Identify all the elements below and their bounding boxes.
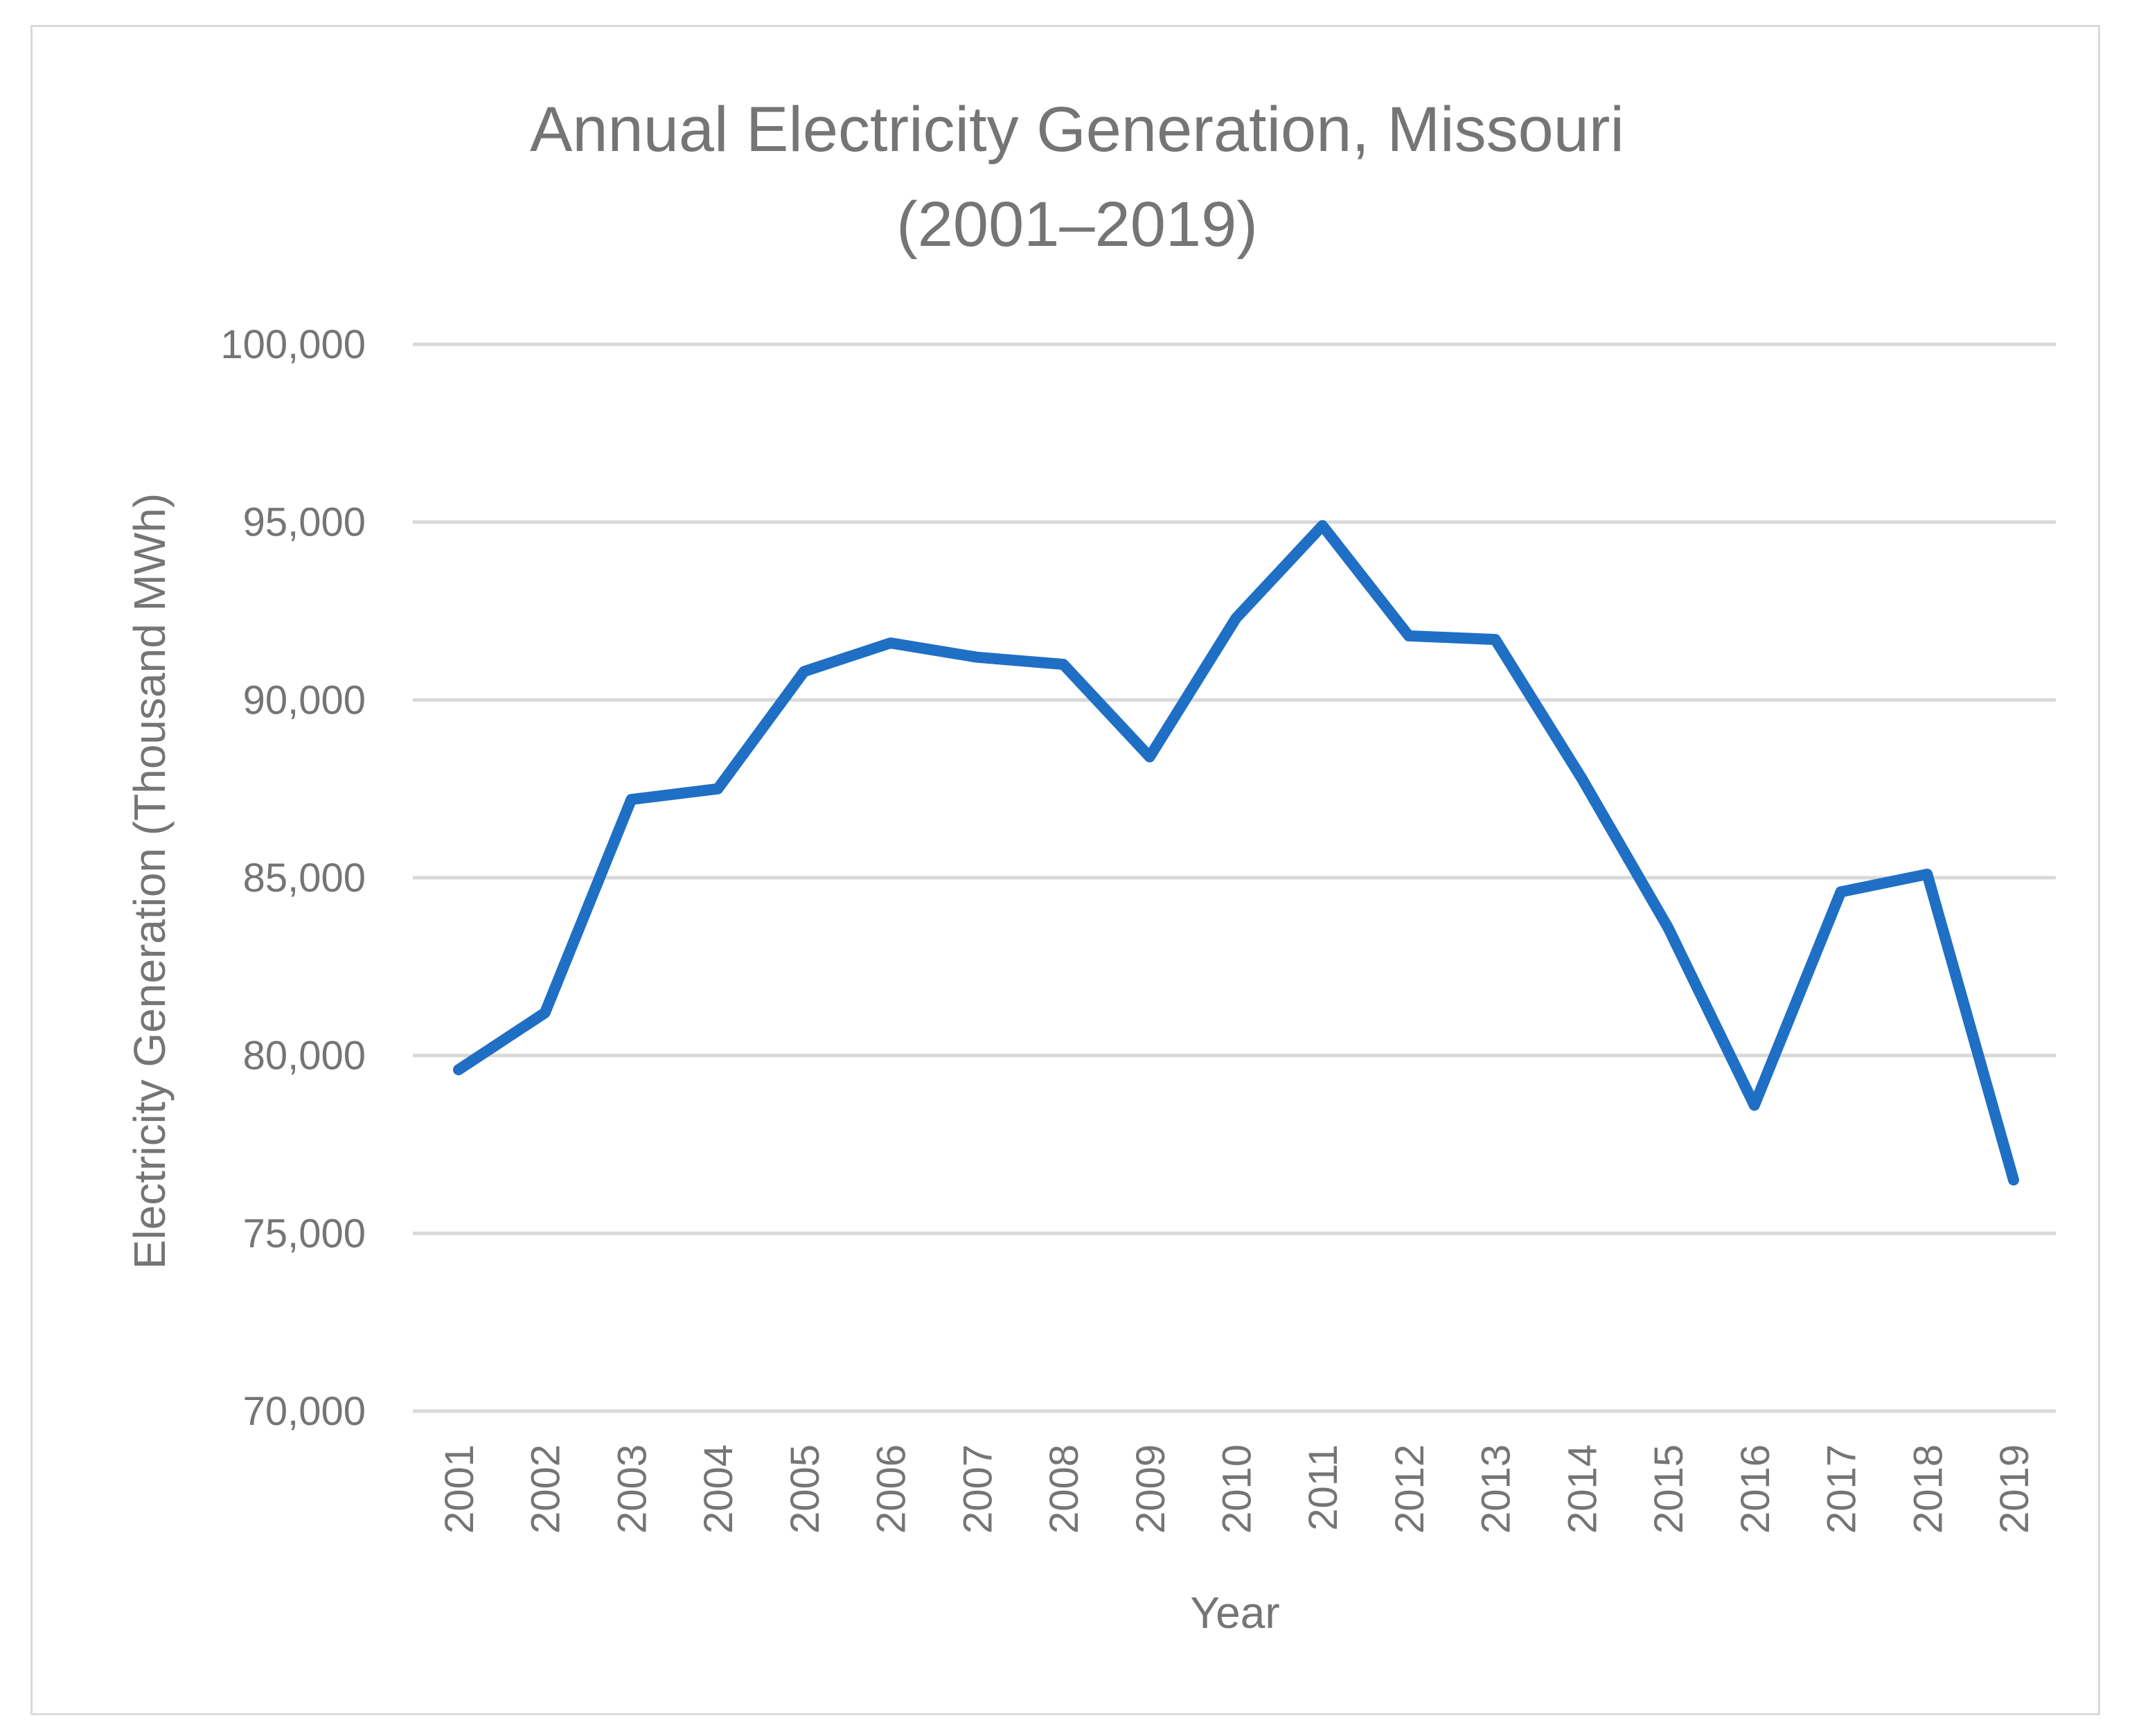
data-point xyxy=(717,788,719,790)
x-tick-label: 2012 xyxy=(1387,1444,1432,1534)
x-tick-label: 2011 xyxy=(1301,1444,1346,1531)
x-tick-label: 2010 xyxy=(1215,1444,1260,1534)
data-point xyxy=(1753,1104,1755,1106)
chart-title: Annual Electricity Generation, Missouri xyxy=(530,94,1624,165)
data-point xyxy=(1840,891,1842,893)
x-tick-label: 2002 xyxy=(524,1444,569,1534)
x-tick-label: 2016 xyxy=(1733,1444,1778,1534)
data-point xyxy=(1926,873,1928,875)
data-point xyxy=(630,799,632,801)
data-point xyxy=(1235,617,1237,619)
data-point xyxy=(1407,635,1410,637)
series-line xyxy=(453,520,2019,1186)
x-tick-label: 2003 xyxy=(610,1444,655,1534)
y-tick-label: 100,000 xyxy=(220,322,366,367)
data-point xyxy=(1667,926,1669,928)
data-point xyxy=(976,656,978,658)
data-point xyxy=(889,642,891,644)
x-tick-label: 2019 xyxy=(1992,1444,2037,1534)
gridlines xyxy=(413,342,2056,1413)
y-tick-label: 90,000 xyxy=(243,677,366,723)
data-point xyxy=(803,671,805,673)
data-point xyxy=(2013,1179,2014,1181)
data-point xyxy=(1063,664,1065,665)
x-tick-label: 2018 xyxy=(1905,1444,1951,1534)
data-point xyxy=(1581,777,1583,779)
y-axis-ticks: 70,000 75,000 80,000 85,000 90,000 95,000 100,… xyxy=(220,322,366,1434)
data-point xyxy=(1148,756,1151,758)
x-tick-label: 2015 xyxy=(1646,1444,1691,1534)
x-tick-label: 2001 xyxy=(437,1444,482,1534)
data-point xyxy=(1322,524,1324,526)
y-tick-label: 70,000 xyxy=(243,1389,366,1434)
y-tick-label: 95,000 xyxy=(243,500,366,545)
x-tick-label: 2014 xyxy=(1560,1444,1605,1534)
data-point xyxy=(1494,639,1496,641)
x-tick-label: 2017 xyxy=(1820,1444,1865,1534)
x-tick-label: 2009 xyxy=(1128,1444,1173,1534)
x-axis-title: Year xyxy=(1190,1588,1279,1638)
x-tick-label: 2008 xyxy=(1042,1444,1087,1534)
series-group xyxy=(453,520,2019,1186)
data-point xyxy=(458,1069,459,1071)
x-tick-label: 2004 xyxy=(696,1444,741,1534)
y-axis-title: Electricity Generation (Thousand MWh) xyxy=(125,493,175,1269)
x-tick-label: 2013 xyxy=(1474,1444,1519,1534)
x-axis-ticks: 2001 2002 2003 2004 2005 2006 2007 2008 2009 2010… xyxy=(437,1444,2037,1534)
y-tick-label: 75,000 xyxy=(243,1211,366,1256)
x-tick-label: 2005 xyxy=(783,1444,828,1534)
data-point xyxy=(544,1012,546,1014)
x-tick-label: 2007 xyxy=(955,1444,1000,1534)
chart-frame xyxy=(30,25,2100,1715)
y-tick-label: 80,000 xyxy=(243,1034,366,1079)
x-tick-label: 2006 xyxy=(869,1444,914,1534)
chart-subtitle: (2001–2019) xyxy=(896,189,1258,260)
y-tick-label: 85,000 xyxy=(243,856,366,901)
